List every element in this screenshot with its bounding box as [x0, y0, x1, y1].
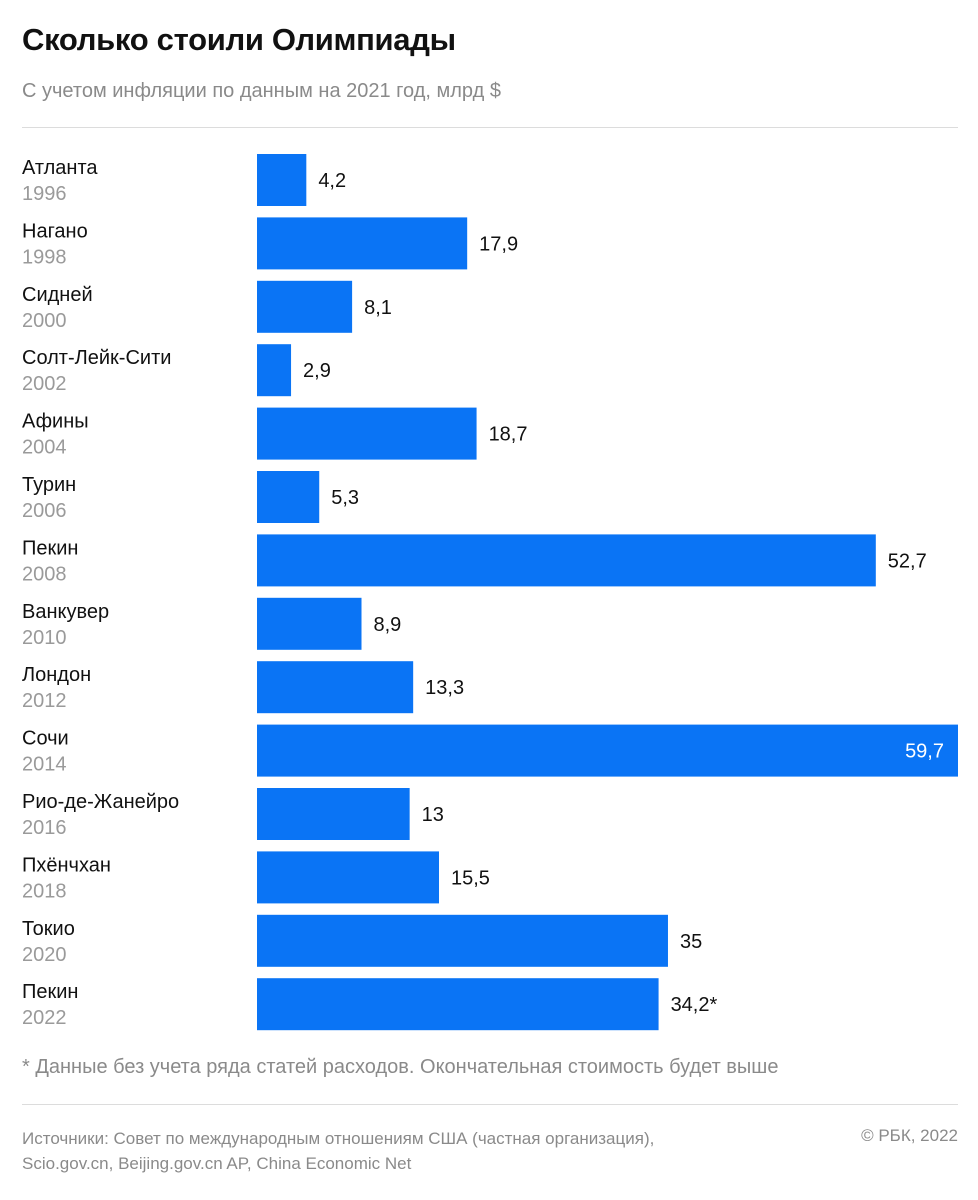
city-label: Афины: [22, 411, 89, 433]
bar: [257, 154, 307, 206]
city-label: Пекин: [22, 981, 78, 1003]
sources: Источники: Совет по международным отноше…: [22, 1126, 654, 1176]
chart-subtitle: С учетом инфляции по данным на 2021 год,…: [22, 80, 501, 102]
chart-title: Сколько стоили Олимпиады: [22, 22, 456, 57]
year-label: 2008: [22, 563, 67, 585]
bar: [257, 534, 876, 587]
year-label: 2006: [22, 500, 67, 522]
value-label: 35: [680, 931, 702, 953]
city-label: Атланта: [22, 157, 98, 179]
year-label: 2002: [22, 373, 67, 395]
year-label: 2020: [22, 944, 67, 966]
bar: [257, 851, 440, 904]
bar: [257, 217, 468, 270]
year-label: 2010: [22, 627, 67, 649]
value-label: 8,9: [374, 614, 402, 636]
city-label: Сидней: [22, 284, 93, 306]
value-label: 8,1: [364, 297, 392, 319]
city-label: Пхёнчхан: [22, 854, 111, 876]
bar: [257, 344, 292, 397]
year-label: 2022: [22, 1007, 67, 1029]
year-label: 1996: [22, 183, 67, 205]
year-label: 2018: [22, 880, 67, 902]
bottom-divider: [22, 1104, 958, 1105]
bar: [257, 788, 410, 840]
value-label: 52,7: [888, 550, 927, 572]
bar: [257, 978, 659, 1031]
year-label: 2014: [22, 754, 67, 776]
bar: [257, 280, 353, 333]
bar: [257, 724, 958, 777]
year-label: 2012: [22, 690, 67, 712]
sources-line-2: Scio.gov.cn, Beijing.gov.cn AP, China Ec…: [22, 1154, 412, 1173]
bar: [257, 597, 362, 650]
city-label: Лондон: [22, 664, 91, 686]
value-label: 34,2*: [671, 994, 718, 1016]
value-label: 59,7: [905, 741, 944, 763]
year-label: 1998: [22, 246, 67, 268]
value-label: 15,5: [451, 867, 490, 889]
value-label: 18,7: [489, 424, 528, 446]
value-label: 13,3: [425, 677, 464, 699]
value-label: 17,9: [479, 233, 518, 255]
city-label: Ванкувер: [22, 601, 109, 623]
bar-chart: Атланта 1996 4,2 Нагано 1998 17,9 Сидней 2000 8,…: [22, 154, 958, 1031]
city-label: Турин: [22, 474, 76, 496]
year-label: 2004: [22, 437, 67, 459]
year-label: 2016: [22, 817, 67, 839]
bar: [257, 914, 668, 967]
top-divider: [22, 127, 958, 128]
city-label: Нагано: [22, 220, 88, 242]
value-label: 2,9: [303, 360, 331, 382]
bar: [257, 407, 477, 460]
copyright: © РБК, 2022: [861, 1126, 958, 1145]
value-label: 13: [422, 804, 444, 826]
year-label: 2000: [22, 310, 67, 332]
city-label: Сочи: [22, 728, 69, 750]
bar: [257, 661, 414, 714]
value-label: 4,2: [318, 170, 346, 192]
sources-line-1: Источники: Совет по международным отноше…: [22, 1129, 655, 1148]
city-label: Рио-де-Жанейро: [22, 791, 179, 813]
city-label: Солт-Лейк-Сити: [22, 347, 171, 369]
value-label: 5,3: [331, 487, 359, 509]
city-label: Пекин: [22, 537, 78, 559]
bar: [257, 471, 320, 523]
footnote: * Данные без учета ряда статей расходов.…: [22, 1056, 779, 1078]
city-label: Токио: [22, 918, 75, 940]
